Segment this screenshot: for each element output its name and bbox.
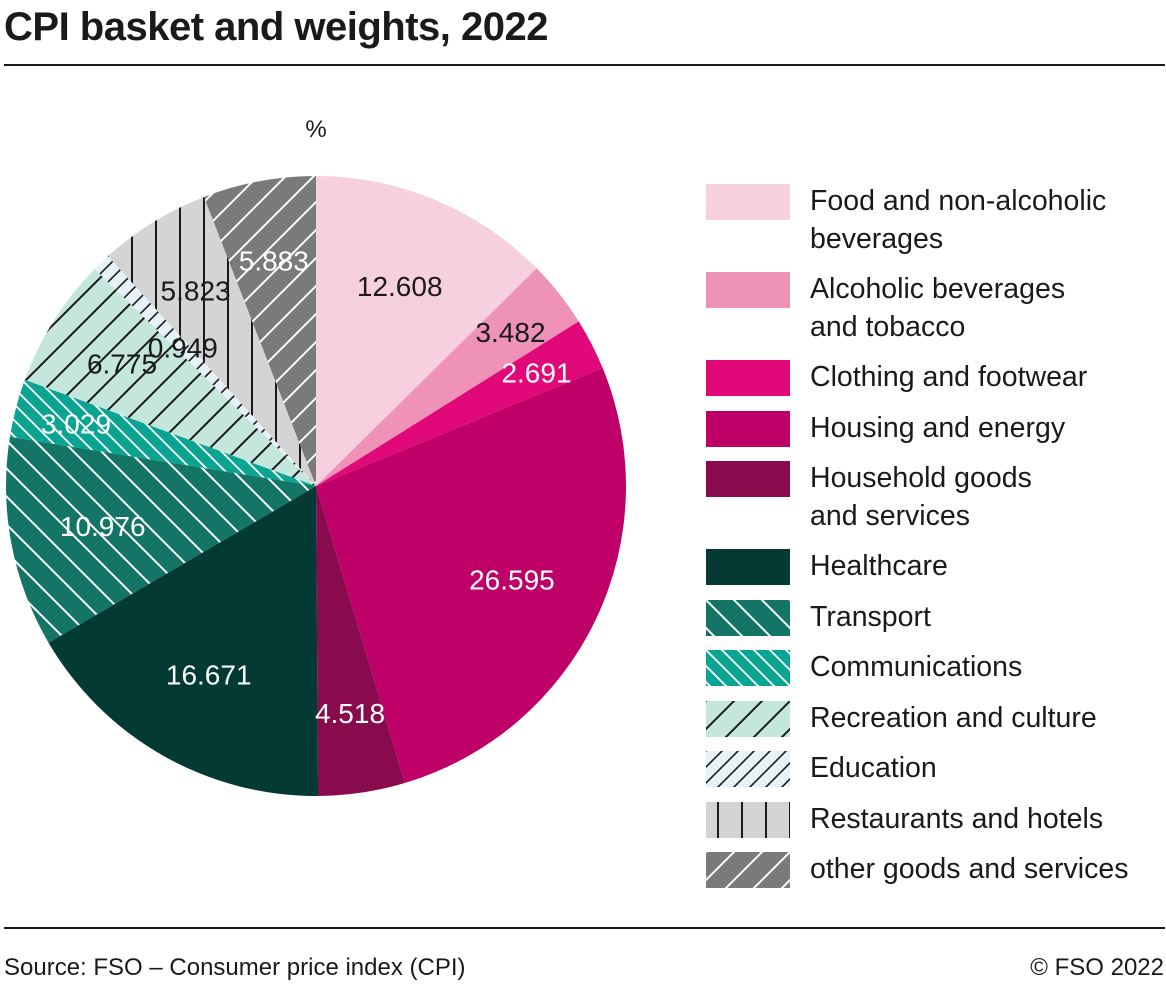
legend-swatch xyxy=(706,599,790,636)
pie-slice-other-goods-and-services xyxy=(204,176,316,486)
bottom-rule xyxy=(4,927,1165,929)
copyright: © FSO 2022 xyxy=(1030,954,1164,981)
legend-label: Alcoholic beverages xyxy=(810,273,1066,305)
legend-swatch xyxy=(706,461,790,497)
legend-label: Restaurants and hotels xyxy=(810,802,1104,835)
unit-label: % xyxy=(305,116,326,143)
pie-slice-restaurants-and-hotels xyxy=(108,196,316,486)
legend-label: Clothing and footwear xyxy=(810,361,1088,393)
legend-label-line2: and tobacco xyxy=(810,311,966,343)
slice-label-housing-and-energy: 26.595 xyxy=(469,564,555,595)
slice-label-healthcare: 16.671 xyxy=(166,660,252,691)
legend: Food and non-alcoholic beverages Alcoholic… xyxy=(706,182,1164,901)
slice-label-recreation-and-culture: 6.775 xyxy=(87,349,157,380)
pie-slice-transport xyxy=(5,436,316,643)
pie-slice-labels: 12.608 3.482 2.691 26.595 4.518 16.671 10.976 3… xyxy=(41,246,572,729)
legend-swatch xyxy=(706,700,790,737)
pie-slice-education xyxy=(94,256,316,486)
legend-label: Recreation and culture xyxy=(810,701,1097,734)
pie-slice-food-and-non-alcoholic-beverages xyxy=(316,176,537,486)
slice-label-communications: 3.029 xyxy=(41,409,111,440)
legend-swatch xyxy=(706,801,790,838)
pie-slice-communications xyxy=(9,379,316,486)
legend-item-other-goods-and-services: other goods and services xyxy=(706,850,1164,888)
pie-slice-household-goods-and-services xyxy=(316,486,405,796)
slice-label-other-goods-and-services: 5.883 xyxy=(239,246,309,277)
top-rule xyxy=(4,64,1165,66)
legend-label: Transport xyxy=(810,600,931,633)
legend-item-food-and-non-alcoholic-beverages: Food and non-alcoholic beverages xyxy=(706,182,1164,258)
legend-label-line2: and services xyxy=(810,500,970,532)
slice-label-restaurants-and-hotels: 5.823 xyxy=(161,276,231,307)
legend-item-housing-and-energy: Housing and energy xyxy=(706,409,1164,447)
legend-swatch xyxy=(706,549,790,585)
legend-item-transport: Transport xyxy=(706,598,1164,636)
legend-item-alcoholic-beverages-and-tobacco: Alcoholic beverages and tobacco xyxy=(706,270,1164,346)
legend-item-clothing-and-footwear: Clothing and footwear xyxy=(706,358,1164,396)
pie-slice-recreation-and-culture xyxy=(24,268,316,486)
legend-swatch xyxy=(706,751,790,787)
legend-label: Housing and energy xyxy=(810,411,1066,444)
legend-label: Food and non-alcoholic xyxy=(810,185,1107,217)
slice-label-alcoholic-beverages-and-tobacco: 3.482 xyxy=(475,317,545,348)
pie-chart: % 12.608 3.482 2.691 26.595 4.518 16.671 10.97… xyxy=(5,116,626,796)
legend-item-education: Education xyxy=(706,749,1164,787)
legend-swatch xyxy=(706,272,790,308)
slice-label-education: 0.949 xyxy=(148,332,218,363)
legend-item-restaurants-and-hotels: Restaurants and hotels xyxy=(706,800,1164,838)
legend-swatch xyxy=(706,650,790,686)
legend-label: other goods and services xyxy=(810,853,1129,885)
legend-item-healthcare: Healthcare xyxy=(706,547,1164,585)
legend-item-communications: Communications xyxy=(706,648,1164,686)
source-note: Source: FSO – Consumer price index (CPI) xyxy=(4,954,466,981)
legend-label: Healthcare xyxy=(810,550,948,582)
legend-item-household-goods-and-services: Household goods and services xyxy=(706,459,1164,535)
legend-label-line2: beverages xyxy=(810,223,944,255)
legend-swatch xyxy=(706,852,790,888)
legend-label: Education xyxy=(810,752,937,784)
slice-label-household-goods-and-services: 4.518 xyxy=(315,698,385,729)
pie-slice-alcoholic-beverages-and-tobacco xyxy=(316,268,579,486)
slice-label-clothing-and-footwear: 2.691 xyxy=(501,358,571,389)
legend-item-recreation-and-culture: Recreation and culture xyxy=(706,699,1164,737)
legend-swatch xyxy=(706,410,790,447)
pie-slices xyxy=(5,176,626,796)
legend-label: Communications xyxy=(810,651,1023,683)
legend-swatch xyxy=(706,184,790,220)
legend-swatch xyxy=(706,360,790,396)
pie-slice-healthcare xyxy=(48,486,319,796)
pie-slice-housing-and-energy xyxy=(316,367,626,784)
pie-slice-clothing-and-footwear xyxy=(316,321,603,486)
legend-label: Household goods xyxy=(810,462,1032,494)
chart-title: CPI basket and weights, 2022 xyxy=(4,5,549,49)
slice-label-food-and-non-alcoholic-beverages: 12.608 xyxy=(357,271,443,302)
slice-label-transport: 10.976 xyxy=(60,511,146,542)
